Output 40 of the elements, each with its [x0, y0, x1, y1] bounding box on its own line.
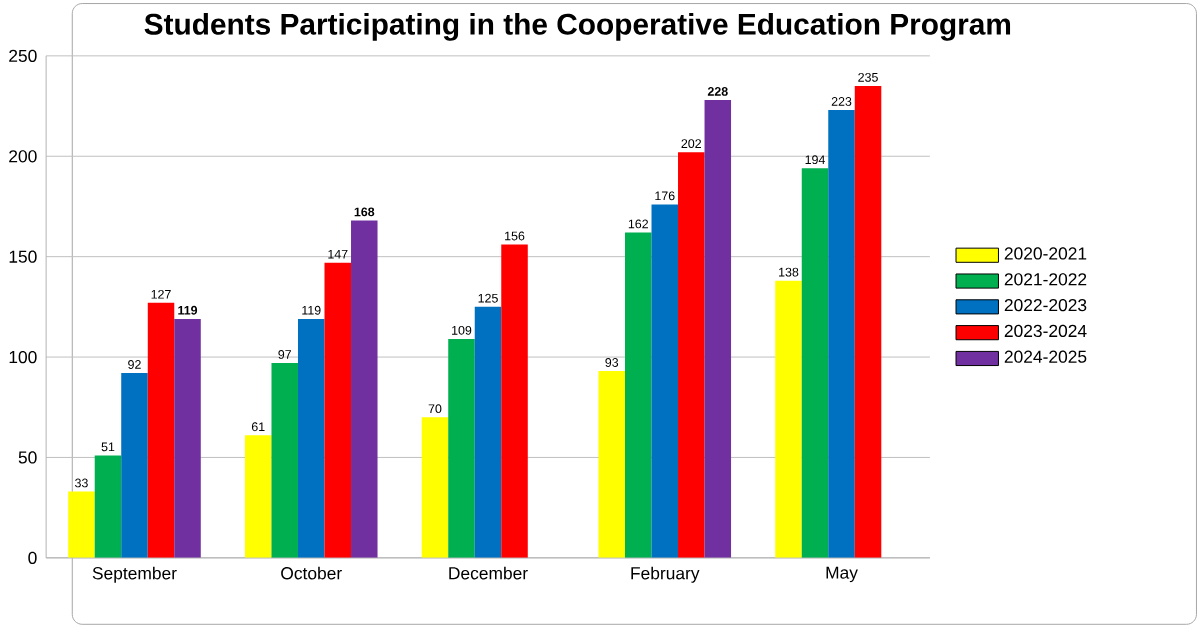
bar	[174, 318, 201, 558]
bar	[598, 371, 625, 558]
y-tick-label: 250	[9, 49, 37, 63]
y-tick-label: 100	[9, 350, 37, 364]
bar	[501, 244, 528, 558]
bar	[801, 168, 829, 558]
bar	[271, 363, 298, 558]
bar	[854, 86, 882, 558]
y-tick-label: 50	[18, 451, 37, 464]
bar	[828, 110, 855, 558]
legend-label: 2021-2022	[1004, 273, 1087, 286]
bar	[147, 302, 175, 558]
x-tick-label: October	[281, 566, 342, 580]
legend-label: 2022-2023	[1004, 299, 1087, 312]
y-tick-label: 0	[28, 551, 37, 565]
bar	[324, 262, 352, 558]
bar	[625, 232, 652, 558]
bar	[351, 220, 378, 558]
legend-label: 2023-2024	[1004, 324, 1087, 338]
bar	[244, 435, 272, 558]
x-tick-label: May	[826, 566, 858, 583]
x-tick-label: February	[631, 566, 700, 583]
bar	[68, 491, 95, 558]
legend-label: 2024-2025	[1004, 350, 1087, 363]
y-tick-label: 150	[9, 250, 37, 263]
bar	[704, 100, 732, 558]
bar	[297, 318, 325, 558]
x-tick-label: December	[449, 566, 528, 580]
bar	[474, 306, 502, 558]
bar	[121, 373, 148, 558]
y-tick-label: 200	[9, 150, 37, 163]
bar	[651, 204, 679, 558]
legend-label: 2020-2021	[1004, 247, 1087, 260]
bar	[421, 417, 449, 558]
bar	[775, 280, 802, 558]
bar	[94, 455, 122, 558]
x-tick-label: September	[92, 566, 177, 583]
bar	[678, 152, 705, 558]
chart-title: Students Participating in the Cooperative Education Program	[144, 12, 1011, 41]
bar	[448, 339, 475, 558]
